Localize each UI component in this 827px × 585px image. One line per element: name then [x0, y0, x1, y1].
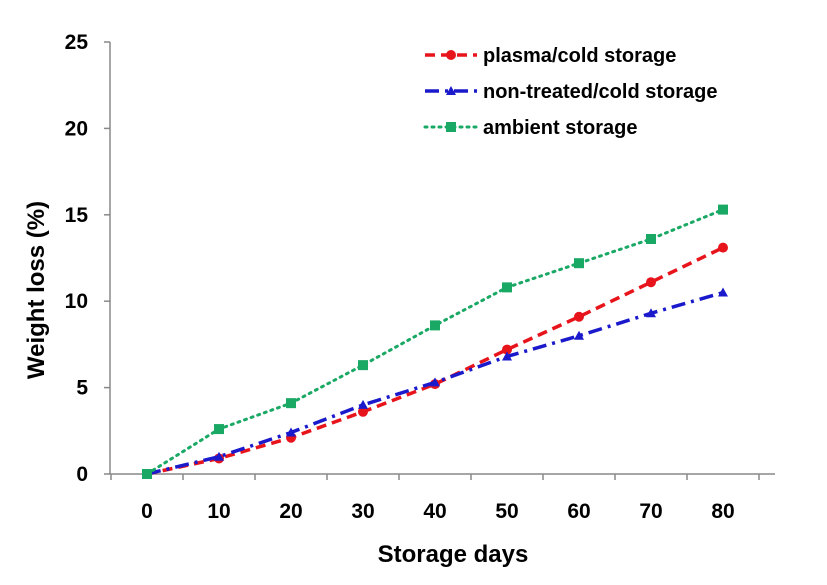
x-tick-label: 20 — [279, 500, 302, 523]
y-axis-title: Weight loss (%) — [23, 201, 50, 379]
y-tick-label: 15 — [65, 204, 89, 227]
series-layer — [142, 204, 728, 479]
x-axis-title: Storage days — [378, 541, 529, 568]
series-line — [145, 208, 725, 476]
series-marker-square — [446, 122, 456, 132]
series-marker-triangle — [718, 287, 728, 297]
series-marker-triangle — [574, 330, 584, 340]
series-marker-triangle — [502, 351, 512, 361]
series-marker-circle — [358, 406, 368, 417]
series-marker-square — [718, 204, 728, 215]
series-marker-square — [214, 424, 224, 435]
series-marker-square — [358, 360, 368, 371]
series-marker-circle — [646, 277, 656, 288]
series-marker-triangle — [446, 86, 456, 95]
x-tick-label: 70 — [639, 500, 662, 523]
series-marker-square — [286, 398, 296, 409]
series-marker-square — [574, 258, 584, 269]
x-tick-label: 40 — [423, 500, 446, 523]
x-tick-label: 30 — [351, 500, 374, 523]
series-1 — [142, 242, 728, 479]
x-axis-ticks: 0 10 20 30 40 50 60 70 80 — [110, 474, 760, 523]
series-marker-square — [142, 469, 152, 479]
series-marker-triangle — [358, 399, 368, 409]
series-marker-circle — [574, 311, 584, 322]
series-2 — [142, 287, 728, 478]
legend-item: ambient storage — [423, 117, 637, 139]
series-3 — [142, 204, 728, 479]
series-marker-square — [502, 282, 512, 293]
y-axis-ticks: 0 5 10 15 20 25 — [65, 31, 110, 486]
legend-item: plasma/cold storage — [425, 45, 676, 67]
x-tick-label: 60 — [567, 500, 590, 523]
legend: plasma/cold storage non-treated/cold stor… — [423, 45, 717, 139]
y-tick-label: 20 — [65, 117, 88, 140]
series-marker-circle — [502, 344, 512, 355]
series-marker-triangle — [646, 308, 656, 318]
series-marker-square — [430, 320, 440, 331]
series-marker-square — [646, 233, 656, 244]
y-tick-label: 5 — [76, 377, 88, 400]
series-marker-triangle — [214, 451, 224, 461]
y-tick-label: 25 — [65, 31, 89, 54]
series-marker-triangle — [286, 427, 296, 437]
legend-item: non-treated/cold storage — [425, 81, 717, 103]
y-tick-label: 10 — [65, 290, 88, 313]
legend-label: ambient storage — [483, 117, 637, 139]
series-line — [146, 246, 724, 476]
x-tick-label: 50 — [495, 500, 518, 523]
x-tick-label: 0 — [141, 500, 153, 523]
series-marker-triangle — [430, 377, 440, 387]
legend-label: non-treated/cold storage — [483, 81, 717, 103]
series-marker-circle — [446, 50, 456, 60]
legend-label: plasma/cold storage — [483, 45, 676, 67]
y-tick-label: 0 — [76, 463, 88, 486]
axes — [109, 42, 775, 475]
series-marker-circle — [718, 242, 728, 253]
x-tick-label: 80 — [711, 500, 734, 523]
x-tick-label: 10 — [207, 500, 230, 523]
